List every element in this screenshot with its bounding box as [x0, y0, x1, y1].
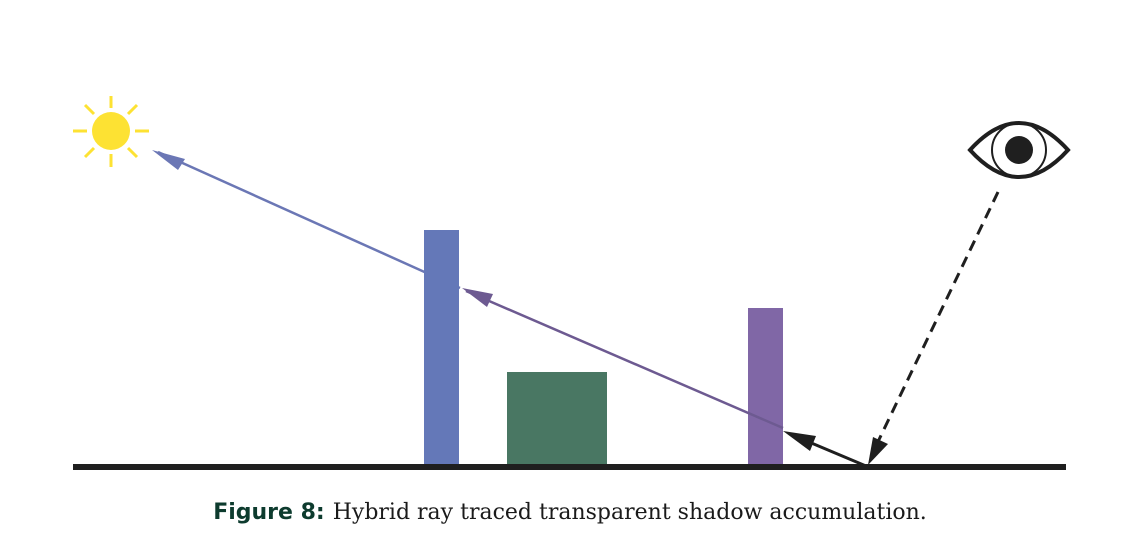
secondary-ray-arrowhead: [783, 431, 816, 451]
figure-caption-text: Hybrid ray traced transparent shadow acc…: [332, 500, 927, 525]
shadow-ray-segment: [465, 289, 784, 430]
primary-view-ray-arrowhead: [868, 437, 888, 465]
green-box-occluder: [507, 372, 607, 468]
figure-caption: Figure 8: Hybrid ray traced transparent s…: [0, 500, 1140, 525]
sun-icon: [73, 96, 149, 167]
figure-caption-label: Figure 8:: [213, 500, 325, 525]
tall-blue-occluder: [424, 230, 459, 468]
eye-icon: [967, 121, 1071, 179]
purple-transparent-occluder: [748, 308, 783, 468]
primary-view-ray: [872, 191, 1000, 451]
shadow-ray-diagram: [73, 96, 1071, 470]
shadow-ray-arrowhead: [152, 150, 185, 170]
shadow-ray-to-sun: [157, 150, 461, 290]
shadow-ray-segment-arrowhead: [462, 288, 493, 307]
